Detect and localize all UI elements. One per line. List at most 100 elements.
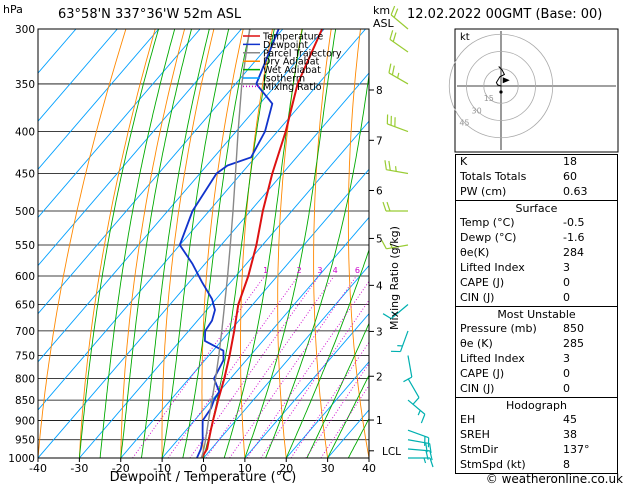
isotherm-line	[38, 29, 160, 171]
wind-barb-feather	[397, 72, 400, 79]
wind-barb-feather	[389, 30, 394, 40]
wind-barb-feather	[389, 242, 393, 249]
mixing-ratio-label: 25	[438, 266, 448, 275]
wind-barb-feather	[388, 63, 392, 74]
legend-label: Mixing Ratio	[263, 82, 322, 93]
surface-row: Dewp (°C) -1.6	[460, 231, 585, 245]
wet-adiabat-line	[265, 71, 369, 458]
hodograph-ring	[448, 33, 554, 139]
surface-row: θe(K) 284	[460, 246, 584, 260]
mixing-ratio-line	[229, 275, 357, 458]
wind-barb-staff	[407, 399, 426, 415]
pressure-tick-label: 550	[15, 240, 35, 252]
mixing-ratio-label: 20	[424, 266, 434, 275]
storm-motion-marker	[502, 77, 510, 84]
x-tick-label: -40	[29, 462, 47, 475]
wind-barb	[389, 30, 409, 53]
legend-label: Parcel Trajectory	[263, 48, 342, 59]
wind-barb	[384, 160, 409, 175]
isotherm-line	[120, 168, 369, 458]
isotherm-line	[38, 29, 242, 267]
wind-barb	[388, 63, 409, 85]
pressure-tick-label: 500	[15, 206, 35, 218]
hodograph-ring-label: 15	[484, 94, 494, 103]
wind-barb-feather	[386, 201, 391, 212]
surface-row: CIN (J) 0	[460, 291, 570, 305]
hodograph-ring-label: 45	[459, 119, 469, 128]
km-unit-label: km	[373, 4, 390, 17]
most-unstable-row: Pressure (mb) 850	[460, 322, 584, 336]
dry-adiabat-line	[240, 29, 273, 458]
hodograph-row: StmSpd (kt) 8	[460, 458, 570, 472]
wind-barb	[386, 114, 409, 133]
isotherm-line	[38, 29, 118, 122]
legend-label: Temperature	[262, 32, 323, 43]
asl-unit-label: ASL	[373, 17, 395, 30]
wind-barb-feather	[429, 457, 434, 468]
wind-barb-staff	[387, 123, 409, 133]
dry-adiabat-line	[201, 29, 244, 458]
x-tick-label: -10	[153, 462, 171, 475]
wind-barb-feather	[423, 457, 427, 464]
wind-barb-staff	[390, 14, 409, 30]
pressure-tick-label: 850	[15, 395, 35, 407]
hodograph-frame	[454, 28, 619, 153]
legend-label: Dewpoint	[263, 40, 308, 51]
pressure-tick-label: 450	[15, 168, 35, 180]
index-row-pw: PW (cm) 0.63	[460, 185, 588, 199]
wind-barb	[407, 448, 433, 461]
most-unstable-title: Most Unstable	[497, 308, 576, 321]
km-tick-label: 7	[376, 135, 383, 147]
hodograph-trace	[495, 66, 506, 87]
wind-barb-feather	[391, 311, 397, 316]
pressure-tick-label: 700	[15, 326, 35, 338]
wind-barb-feather	[382, 201, 387, 212]
pressure-tick-label: 1000	[8, 453, 35, 465]
wind-barb	[381, 240, 409, 250]
isotherm-line	[38, 29, 284, 315]
pressure-tick-label: 650	[15, 300, 35, 312]
wind-barbs	[381, 5, 434, 468]
most-unstable-row: CIN (J) 0	[460, 382, 570, 396]
surface-row: CAPE (J) 0	[460, 276, 570, 290]
isotherm-line	[38, 29, 201, 219]
wind-barb	[382, 201, 408, 212]
index-row-k: K 18	[460, 155, 577, 169]
wind-barb-feather	[425, 442, 428, 453]
hodograph-section: Hodograph EH 45 SREH 38 StmDir 137° StmSpd …	[456, 397, 617, 473]
wind-barb	[390, 5, 409, 30]
km-tick-label: 6	[376, 185, 383, 197]
wind-barb-feather	[394, 166, 397, 172]
wind-barb	[407, 399, 426, 424]
pressure-tick-label: 300	[15, 24, 35, 36]
most-unstable-row: CAPE (J) 0	[460, 367, 570, 381]
isotherm-line	[285, 361, 369, 458]
isotherm-line	[203, 264, 369, 458]
stability-indices-panel: K 18 Totals Totals 60 PW (cm) 0.63 Surface …	[455, 154, 618, 474]
mixing-ratio-label: 4	[333, 266, 338, 275]
mixing-ratio-line	[205, 275, 335, 458]
location-title: 63°58'N 337°36'W 52m ASL	[58, 7, 242, 22]
wind-barb	[407, 429, 430, 448]
wet-adiabat-line	[140, 29, 210, 458]
isotherm-line	[161, 216, 369, 458]
dry-adiabat-line	[277, 29, 303, 458]
wind-barb-staff	[407, 439, 430, 445]
mixing-ratio-label: 3	[317, 266, 322, 275]
wind-barb-feather	[392, 32, 397, 42]
km-tick-label: 8	[376, 85, 383, 97]
wet-adiabat-line	[99, 29, 176, 458]
pressure-unit-label: hPa	[3, 3, 23, 16]
pressure-tick-label: 350	[15, 79, 35, 91]
wind-barb-staff	[399, 330, 409, 352]
mixing-ratio-label: 2	[297, 266, 302, 275]
pressure-tick-label: 400	[15, 127, 35, 139]
wind-barb-staff	[407, 378, 420, 398]
km-tick-label: 1	[376, 415, 383, 427]
wind-barb	[390, 330, 409, 353]
x-tick-label: 10	[238, 462, 252, 475]
wind-barb-feather	[384, 160, 387, 170]
surface-row: Lifted Index 3	[460, 261, 570, 275]
